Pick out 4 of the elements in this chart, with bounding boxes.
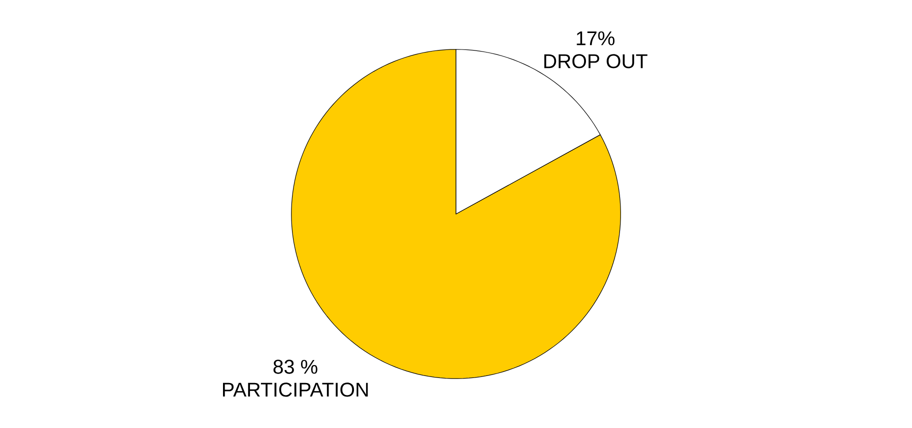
slice-label: DROP OUT xyxy=(544,54,648,68)
data-label: 83 % xyxy=(274,360,318,374)
slice-label: PARTICIPATION xyxy=(223,382,368,397)
data-label: 17% xyxy=(576,31,614,46)
